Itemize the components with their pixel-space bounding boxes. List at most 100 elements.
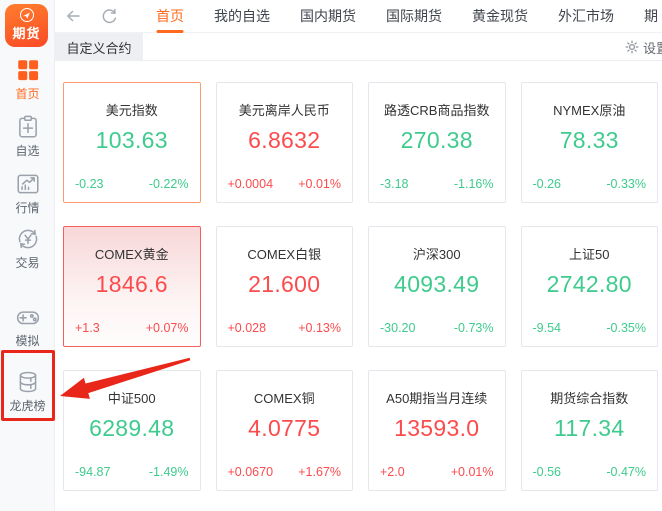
- sidebar-item-label: 交易: [15, 256, 40, 270]
- refresh-icon[interactable]: [99, 6, 119, 26]
- change-percent: +0.01%: [298, 177, 341, 191]
- change-row: -3.18 -1.16%: [380, 177, 494, 191]
- market-card[interactable]: 沪深300 4093.49 -30.20 -0.73%: [368, 226, 506, 347]
- sidebar-item-simulation[interactable]: 模拟: [0, 304, 55, 349]
- last-price: 78.33: [559, 127, 619, 153]
- sidebar-item-market[interactable]: 行情: [0, 171, 55, 216]
- tab-intl-futures[interactable]: 国际期货: [386, 0, 442, 33]
- market-card[interactable]: 上证50 2742.80 -9.54 -0.35%: [520, 226, 658, 347]
- sidebar-item-label: 自选: [15, 144, 40, 158]
- market-card[interactable]: 美元指数 103.63 -0.23 -0.22%: [63, 82, 201, 203]
- app-logo[interactable]: 期货: [5, 4, 48, 47]
- trade-yuan-cycle-icon: [15, 226, 41, 252]
- sidebar-item-trade[interactable]: 交易: [0, 226, 55, 271]
- nav-tab-label: 首页: [156, 8, 184, 24]
- change-percent: +0.07%: [145, 321, 189, 335]
- change-value: +0.0670: [227, 465, 274, 479]
- change-value: +1.3: [75, 321, 100, 335]
- change-row: +0.0004 +0.01%: [228, 177, 342, 191]
- change-row: -0.26 -0.33%: [533, 177, 647, 191]
- sidebar-item-label: 龙虎榜: [9, 399, 46, 413]
- watchlist-clipboard-icon: [15, 114, 41, 140]
- simulation-gamepad-icon: [15, 304, 41, 330]
- ranking-database-icon: [15, 369, 41, 395]
- instrument-name: A50期指当月连续: [386, 391, 488, 406]
- change-value: -30.20: [380, 321, 416, 335]
- change-row: -30.20 -0.73%: [380, 321, 494, 335]
- settings-label: 设置: [642, 40, 662, 56]
- sidebar-item-home[interactable]: 首页: [0, 57, 55, 102]
- change-row: -94.87 -1.49%: [75, 465, 189, 479]
- back-arrow-icon[interactable]: [63, 6, 83, 26]
- instrument-name: 上证50: [569, 247, 610, 262]
- change-value: -94.87: [75, 465, 111, 479]
- settings-button[interactable]: 设置: [625, 33, 662, 61]
- tab-domestic-futures[interactable]: 国内期货: [300, 0, 356, 33]
- top-nav: 首页 我的自选 国内期货 国际期货 黄金现货 外汇市场 期: [55, 0, 662, 33]
- change-percent: -1.16%: [453, 177, 494, 191]
- market-card[interactable]: COMEX铜 4.0775 +0.0670 +1.67%: [215, 370, 353, 491]
- top-nav-tabs: 首页 我的自选 国内期货 国际期货 黄金现货 外汇市场 期: [156, 0, 658, 33]
- market-card[interactable]: COMEX白银 21.600 +0.028 +0.13%: [215, 226, 353, 347]
- change-percent: -0.47%: [606, 465, 646, 479]
- change-row: +0.028 +0.13%: [228, 321, 342, 335]
- last-price: 1846.6: [95, 271, 168, 297]
- tab-forex[interactable]: 外汇市场: [558, 0, 614, 33]
- instrument-name: 路透CRB商品指数: [384, 103, 490, 118]
- change-percent: -0.35%: [606, 321, 646, 335]
- sidebar-item-label: 模拟: [15, 334, 40, 348]
- gear-icon: [625, 40, 639, 54]
- tab-custom-contracts[interactable]: 自定义合约: [55, 33, 143, 61]
- market-card[interactable]: A50期指当月连续 13593.0 +2.0 +0.01%: [368, 370, 506, 491]
- market-card[interactable]: 期货综合指数 117.34 -0.56 -0.47%: [520, 370, 658, 491]
- change-value: -9.54: [532, 321, 562, 335]
- instrument-name: 美元离岸人民币: [238, 103, 330, 118]
- last-price: 2742.80: [546, 271, 632, 297]
- market-card[interactable]: COMEX黄金 1846.6 +1.3 +0.07%: [63, 226, 201, 347]
- instrument-name: COMEX黄金: [94, 247, 169, 262]
- change-value: +2.0: [380, 465, 405, 479]
- market-card[interactable]: NYMEX原油 78.33 -0.26 -0.33%: [520, 82, 658, 203]
- change-row: +1.3 +0.07%: [75, 321, 189, 335]
- tab-my-favorites[interactable]: 我的自选: [214, 0, 270, 33]
- change-percent: +0.13%: [298, 321, 341, 335]
- tab-gold-spot[interactable]: 黄金现货: [472, 0, 528, 33]
- last-price: 6.8632: [248, 127, 321, 153]
- instrument-name: 沪深300: [412, 247, 461, 262]
- change-row: +0.0670 +1.67%: [228, 465, 342, 479]
- app-logo-text: 期货: [12, 26, 41, 41]
- change-percent: +0.01%: [450, 465, 494, 479]
- change-value: -0.26: [532, 177, 562, 191]
- instrument-name: COMEX白银: [247, 247, 322, 262]
- tab-clipped[interactable]: 期: [644, 0, 658, 33]
- instrument-name: 期货综合指数: [550, 391, 629, 406]
- last-price: 21.600: [248, 271, 321, 297]
- market-card[interactable]: 路透CRB商品指数 270.38 -3.18 -1.16%: [368, 82, 506, 203]
- sidebar-item-label: 行情: [15, 201, 40, 215]
- change-value: -3.18: [380, 177, 409, 191]
- nav-tab-label: 国内期货: [300, 8, 356, 24]
- change-percent: -1.49%: [148, 465, 189, 479]
- nav-tab-label: 外汇市场: [558, 8, 614, 24]
- change-row: +2.0 +0.01%: [380, 465, 494, 479]
- nav-tab-label: 黄金现货: [472, 8, 528, 24]
- change-percent: -0.73%: [453, 321, 494, 335]
- tab-home[interactable]: 首页: [156, 0, 184, 33]
- sidebar-item-label: 首页: [15, 87, 40, 101]
- market-card[interactable]: 中证500 6289.48 -94.87 -1.49%: [63, 370, 201, 491]
- market-card-grid: 美元指数 103.63 -0.23 -0.22% 美元离岸人民币 6.8632 …: [63, 82, 658, 491]
- last-price: 103.63: [95, 127, 168, 153]
- sidebar-item-watchlist[interactable]: 自选: [0, 114, 55, 159]
- last-price: 4.0775: [248, 415, 321, 441]
- market-card[interactable]: 美元离岸人民币 6.8632 +0.0004 +0.01%: [215, 82, 353, 203]
- nav-tab-label: 期: [644, 8, 658, 24]
- change-percent: -0.22%: [148, 177, 189, 191]
- nav-tab-label: 国际期货: [386, 8, 442, 24]
- change-value: +0.028: [227, 321, 267, 335]
- last-price: 4093.49: [394, 271, 480, 297]
- last-price: 117.34: [554, 415, 625, 441]
- sidebar-item-ranking[interactable]: 龙虎榜: [0, 369, 55, 414]
- last-price: 6289.48: [89, 415, 175, 441]
- instrument-name: 美元指数: [105, 103, 158, 118]
